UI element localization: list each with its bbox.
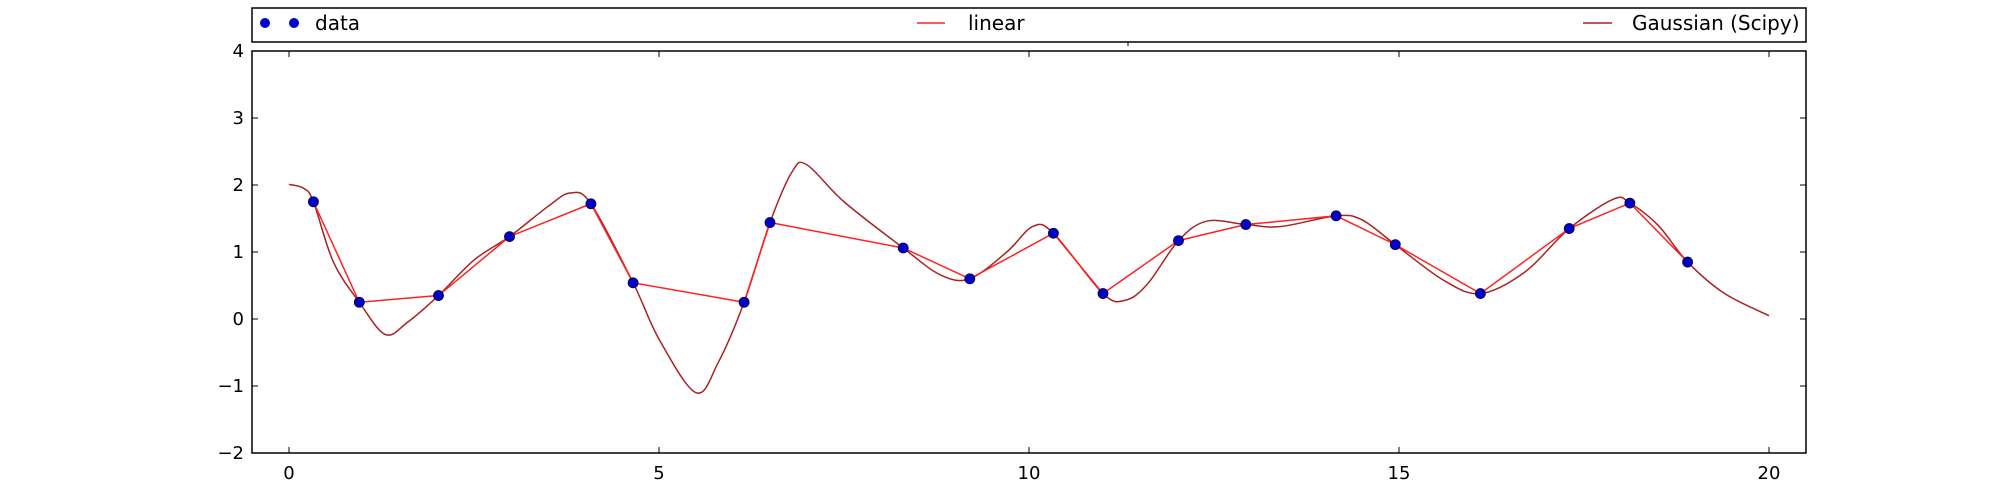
x-tick-label: 10	[1018, 463, 1041, 484]
x-tick-label: 15	[1388, 463, 1411, 484]
data-point	[738, 296, 750, 308]
data-point	[627, 277, 639, 289]
data-point	[764, 217, 776, 228]
legend-frame	[251, 7, 1807, 43]
plot-area	[252, 51, 1806, 453]
y-tick-label: −1	[217, 376, 244, 397]
legend-data-label: data	[315, 11, 360, 35]
data-point	[1240, 219, 1252, 230]
x-tick-label: 5	[653, 463, 664, 484]
data-point	[1173, 235, 1184, 247]
linear-line	[312, 201, 1689, 304]
data-point	[1389, 239, 1401, 251]
x-tick-label: 0	[283, 463, 294, 484]
y-tick-label: 3	[233, 108, 244, 129]
data-point	[1048, 227, 1059, 239]
data-point	[1097, 288, 1109, 299]
series-layer	[288, 161, 1770, 394]
y-tick-label: −2	[217, 443, 244, 464]
legend-data-marker-1	[260, 18, 270, 28]
y-axis: −2 −1 0 1 2 3 4	[217, 41, 1806, 464]
data-point	[964, 273, 976, 285]
data-point	[897, 242, 909, 254]
data-point	[1682, 256, 1693, 268]
data-point	[504, 231, 515, 242]
x-tick-label: 20	[1758, 463, 1781, 484]
plot-frame	[251, 50, 1807, 454]
data-point	[1624, 197, 1636, 209]
data-point	[585, 198, 597, 210]
data-point	[1563, 223, 1575, 234]
data-point	[308, 196, 319, 208]
data-point	[1475, 288, 1486, 299]
data-point	[433, 290, 444, 301]
y-tick-label: 2	[233, 175, 244, 196]
y-tick-label: 1	[233, 242, 244, 263]
data-point	[353, 296, 365, 308]
legend-linear-label: linear	[968, 11, 1025, 35]
legend-gaussian-label: Gaussian (Scipy)	[1632, 11, 1800, 35]
x-axis: 0 5 10 15 20	[283, 51, 1780, 484]
legend: data linear Gaussian (Scipy)	[251, 7, 1807, 43]
y-tick-label: 0	[233, 309, 244, 330]
data-point	[1330, 210, 1342, 222]
legend-data-marker-2	[289, 18, 299, 28]
y-tick-label: 4	[233, 41, 244, 62]
